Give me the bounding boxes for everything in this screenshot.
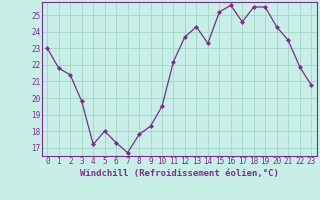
- X-axis label: Windchill (Refroidissement éolien,°C): Windchill (Refroidissement éolien,°C): [80, 169, 279, 178]
